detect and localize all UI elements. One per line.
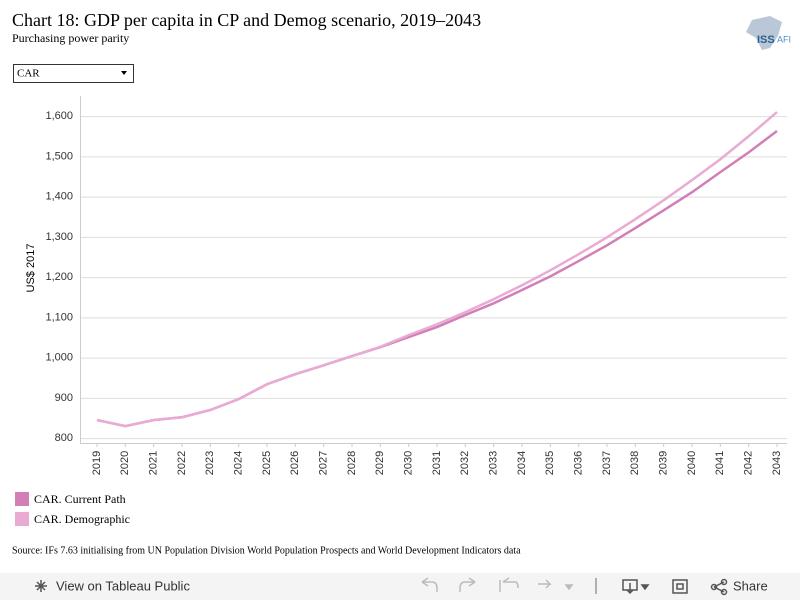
x-tick-label: 2023 (204, 451, 216, 475)
y-tick-label: 900 (55, 392, 73, 404)
tableau-icon[interactable] (35, 580, 47, 592)
x-tick-label: 2039 (658, 451, 670, 475)
revert-icon[interactable] (499, 577, 519, 592)
x-tick-label: 2037 (601, 451, 613, 475)
undo-icon[interactable] (421, 577, 438, 592)
view-link[interactable]: View on Tableau Public (56, 578, 190, 593)
series-line (96, 130, 778, 428)
y-tick-label: 1,300 (45, 231, 73, 243)
x-tick-label: 2042 (743, 451, 755, 475)
x-tick-label: 2030 (403, 451, 415, 475)
source-note: Source: IFs 7.63 initialising from UN Po… (12, 545, 521, 556)
y-tick-label: 1,000 (45, 352, 73, 364)
download-menu[interactable] (640, 584, 650, 591)
fullscreen-icon[interactable] (672, 579, 688, 594)
dropdown-box[interactable] (13, 64, 134, 83)
x-tick-label: 2041 (714, 451, 726, 475)
logo-suffix: AFI (777, 34, 791, 44)
x-tick-label: 2038 (629, 451, 641, 475)
y-tick-label: 1,200 (45, 271, 73, 283)
share-node (710, 583, 718, 591)
legend-label: CAR. Current Path (34, 492, 126, 506)
legend-swatch (15, 492, 29, 506)
x-tick-label: 2035 (544, 451, 556, 475)
share-node (720, 588, 728, 596)
share-node (720, 578, 728, 586)
logo-text: ISS (757, 34, 775, 46)
toolbar (0, 573, 800, 600)
filter-dropdown[interactable]: CAR (13, 64, 134, 83)
x-tick-label: 2021 (148, 451, 160, 475)
dropdown-arrow[interactable] (121, 71, 127, 75)
x-tick-label: 2024 (233, 451, 245, 475)
toolbar-icons (421, 577, 597, 594)
x-tick-label: 2040 (686, 451, 698, 475)
x-tick-label: 2031 (431, 451, 443, 475)
x-tick-label: 2036 (573, 451, 585, 475)
y-tick-label: 1,500 (45, 150, 73, 162)
x-tick-label: 2034 (516, 451, 528, 475)
x-tick-label: 2025 (261, 451, 273, 475)
y-axis-label: US$ 2017 (25, 244, 37, 293)
series-line (96, 111, 778, 428)
legend-label: CAR. Demographic (34, 512, 130, 526)
y-tick-label: 1,600 (45, 110, 73, 122)
legend-swatch (15, 512, 29, 526)
x-tick-label: 2020 (119, 451, 131, 475)
x-tick-label: 2027 (318, 451, 330, 475)
x-tick-label: 2029 (374, 451, 386, 475)
chart-subtitle: Purchasing power parity (12, 31, 129, 45)
x-tick-label: 2032 (459, 451, 471, 475)
x-tick-label: 2033 (488, 451, 500, 475)
redo-icon[interactable] (459, 577, 476, 592)
share-button[interactable]: Share (733, 578, 768, 593)
refresh-icon[interactable] (538, 579, 552, 589)
y-tick-label: 1,400 (45, 191, 73, 203)
x-tick-label: 2026 (289, 451, 301, 475)
x-tick-label: 2043 (771, 451, 783, 475)
toolbar-right (622, 578, 728, 596)
download-icon[interactable] (622, 579, 638, 595)
logo-map (746, 16, 782, 50)
x-tick-label: 2019 (91, 451, 103, 475)
y-tick-label: 1,100 (45, 311, 73, 323)
view-on-tableau[interactable]: View on Tableau Public (35, 578, 190, 593)
logo: ISS AFI (746, 16, 791, 50)
chart-title: Chart 18: GDP per capita in CP and Demog… (12, 10, 481, 30)
x-tick-label: 2028 (346, 451, 358, 475)
y-tick-label: 800 (55, 432, 73, 444)
dropdown-value[interactable]: CAR (17, 68, 40, 80)
x-tick-label: 2022 (176, 451, 188, 475)
pause-menu[interactable] (564, 584, 574, 591)
